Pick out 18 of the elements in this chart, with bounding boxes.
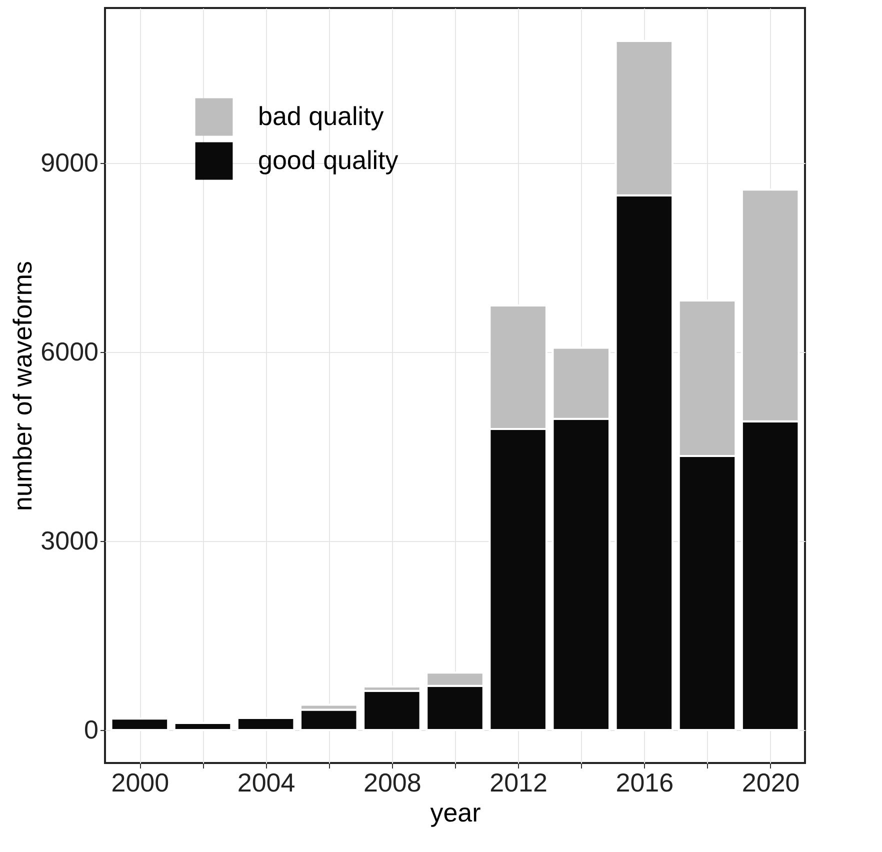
bar — [236, 716, 296, 731]
x-tick-label: 2016 — [616, 768, 674, 798]
legend-label: bad quality — [258, 101, 384, 131]
x-tick-label: 2008 — [364, 768, 422, 798]
y-axis-title: number of waveforms — [8, 261, 38, 511]
x-axis-title: year — [430, 798, 482, 828]
y-tick-label: 9000 — [40, 148, 98, 178]
x-tick-label: 2020 — [742, 768, 800, 798]
bar — [110, 718, 170, 731]
x-tick-label: 2004 — [237, 768, 296, 798]
legend-label: good quality — [258, 145, 398, 175]
bar — [173, 722, 232, 731]
y-tick-label: 6000 — [40, 336, 98, 367]
x-tick-label: 2012 — [490, 768, 548, 798]
y-tick-label: 0 — [84, 714, 98, 744]
x-tick-label: 2000 — [111, 768, 170, 798]
bar — [362, 690, 422, 731]
y-tick-label: 3000 — [40, 526, 98, 556]
